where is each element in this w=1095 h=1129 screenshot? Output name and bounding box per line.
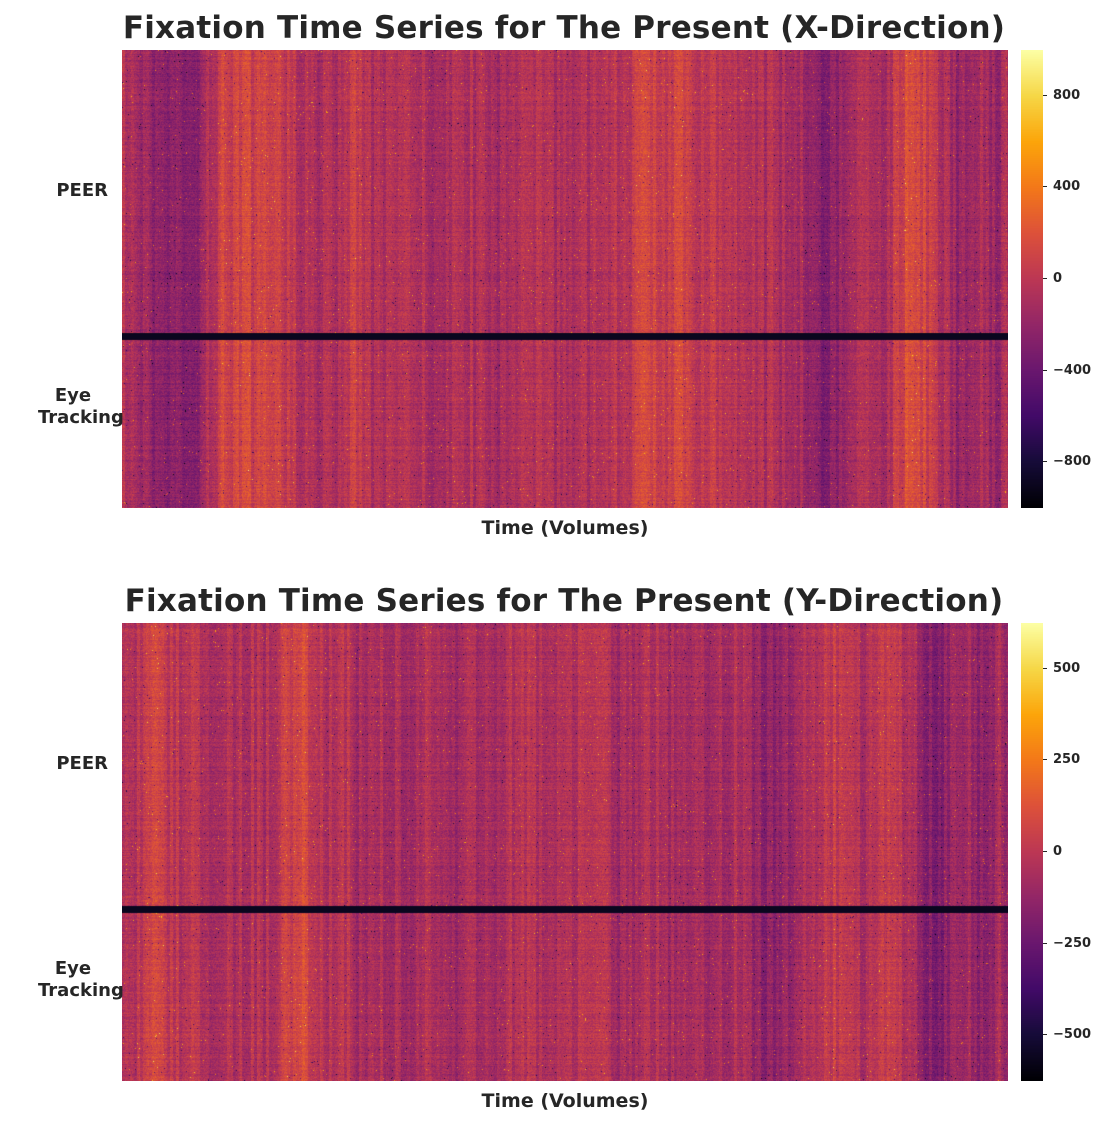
colorbar-tick-label: 0: [1043, 272, 1062, 286]
chart-title: Fixation Time Series for The Present (Y-…: [124, 583, 1004, 619]
colorbar-tick-label: 500: [1043, 660, 1081, 676]
chart-title: Fixation Time Series for The Present (X-…: [122, 10, 1006, 46]
colorbar-tick-mark: [1043, 461, 1047, 463]
colorbar-tick-label: −800: [1043, 455, 1091, 469]
row-group-label-eye-tracking: Eye Tracking: [0, 385, 124, 429]
chart-panel-y: Fixation Time Series for The Present (Y-…: [0, 573, 1095, 1129]
colorbar-tick-mark: [1043, 186, 1047, 188]
colorbar-x: [1021, 50, 1043, 508]
colorbar-tick-label: −500: [1043, 1028, 1091, 1042]
colorbar-tick-mark: [1043, 759, 1047, 761]
colorbar-tick-mark: [1043, 1034, 1047, 1036]
colorbar-tick-text: 0: [1053, 271, 1063, 286]
colorbar-y: [1021, 623, 1043, 1081]
row-group-label-text: Eye Tracking: [38, 958, 124, 1001]
colorbar-tick-label: −400: [1043, 362, 1092, 378]
colorbar-tick-text: −400: [1053, 362, 1092, 378]
colorbar-tick-text: 800: [1053, 87, 1081, 103]
colorbar-tick-mark: [1043, 369, 1047, 371]
colorbar-tick-text: −250: [1053, 935, 1092, 951]
chart-panel-x: Fixation Time Series for The Present (X-…: [0, 0, 1095, 556]
colorbar-tick-mark: [1043, 851, 1047, 852]
colorbar-tick-text: −500: [1053, 1027, 1092, 1043]
colorbar-tick-mark: [1043, 94, 1047, 96]
x-axis-label: Time (Volumes): [481, 517, 649, 539]
colorbar-tick-mark: [1043, 942, 1047, 944]
colorbar-tick-text: −800: [1053, 454, 1092, 470]
colorbar-ticks-x: 800 400 0 −400 −800: [1043, 50, 1095, 508]
colorbar-tick-text: 500: [1053, 660, 1081, 676]
row-group-label-eye-tracking: Eye Tracking: [0, 958, 124, 1002]
colorbar-tick-label: 0: [1043, 845, 1062, 859]
colorbar-tick-label: −250: [1043, 935, 1092, 951]
colorbar-tick-text: 0: [1053, 844, 1063, 859]
colorbar-tick-mark: [1043, 667, 1047, 669]
row-group-label-peer: PEER: [56, 180, 108, 201]
heatmap-y: [122, 623, 1008, 1081]
colorbar-tick-mark: [1043, 278, 1047, 279]
colorbar-tick-label: 250: [1043, 753, 1080, 767]
x-axis-label: Time (Volumes): [481, 1090, 649, 1112]
row-group-label-text: Eye Tracking: [38, 385, 124, 428]
colorbar-ticks-y: 500 250 0 −250 −500: [1043, 623, 1095, 1081]
colorbar-tick-text: 400: [1053, 179, 1081, 195]
colorbar-tick-label: 800: [1043, 87, 1081, 103]
row-group-label-peer: PEER: [56, 753, 108, 774]
heatmap-x: [122, 50, 1008, 508]
colorbar-tick-label: 400: [1043, 180, 1080, 194]
colorbar-tick-text: 250: [1053, 752, 1081, 768]
